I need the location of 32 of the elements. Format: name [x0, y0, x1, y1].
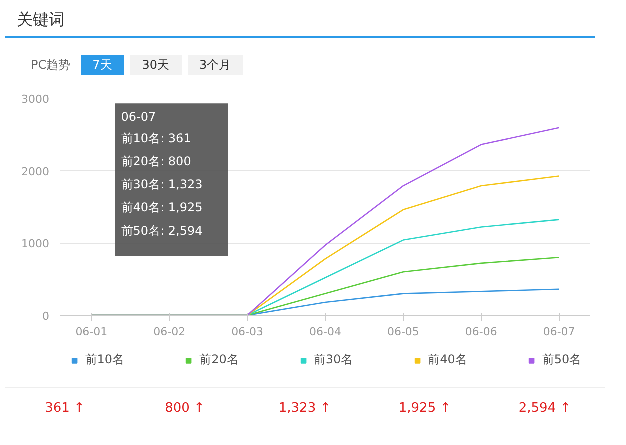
annotation: 06-07: [121, 110, 156, 124]
text: 1,323 ↑: [278, 400, 332, 418]
annotation: 前10名: 361: [121, 131, 192, 146]
legend-label: 前10名: [85, 352, 125, 368]
x-tick-label: 06-02: [154, 326, 186, 338]
annotation: 前40名: 1,925: [121, 200, 203, 215]
x-tick-label: 06-07: [543, 326, 576, 338]
annotation: 前30名: 1,323: [121, 178, 203, 192]
text: 800 ↑: [164, 400, 206, 418]
text: 30天: [130, 55, 182, 75]
legend-label: 前20名: [200, 352, 239, 368]
x-tick-label: 06-04: [310, 326, 342, 338]
text: 3个月: [188, 55, 244, 75]
x-tick-label: 06-06: [465, 326, 498, 338]
y-tick-label: 3000: [22, 93, 50, 106]
chart-title: 关键词: [5, 5, 595, 38]
legend-label: 前50名: [542, 352, 582, 368]
y-tick-label: 2000: [22, 165, 50, 178]
text: 7天: [80, 55, 124, 75]
text: 1,925 ↑: [398, 400, 452, 418]
x-tick-label: 06-05: [387, 326, 420, 338]
y-tick-label: 1000: [22, 238, 50, 251]
text: 361 ↑: [44, 400, 86, 418]
y-tick-label: 0: [42, 310, 50, 323]
legend-label: 前40名: [428, 352, 468, 368]
annotation: 前20名: 800: [121, 154, 192, 168]
text: PC趋势: [31, 58, 71, 72]
legend-label: 前30名: [314, 352, 354, 368]
x-tick-label: 06-01: [76, 326, 108, 338]
annotation: 前50名: 2,594: [121, 224, 203, 238]
x-tick-label: 06-03: [232, 326, 264, 338]
text: 2,594 ↑: [518, 400, 572, 418]
